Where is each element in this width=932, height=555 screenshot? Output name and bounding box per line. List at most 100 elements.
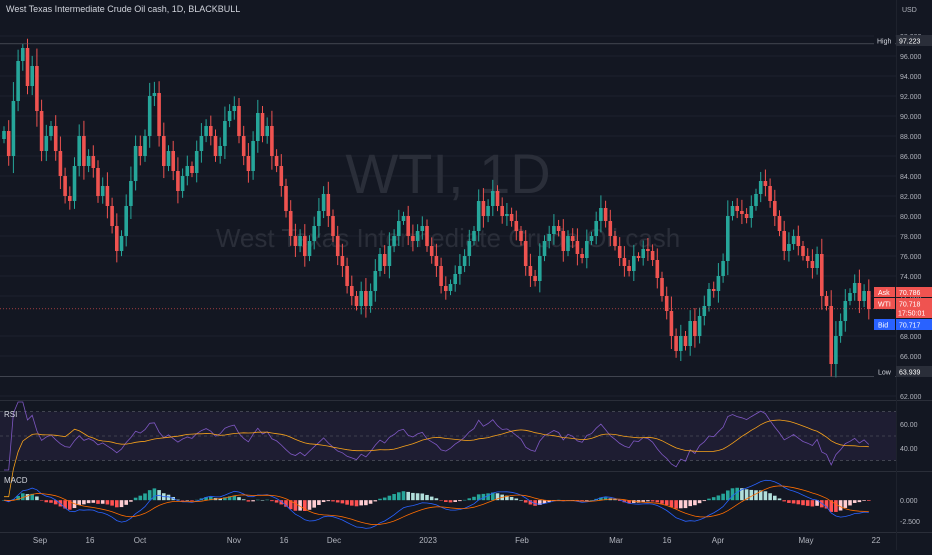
macd-pane[interactable]	[2, 479, 871, 529]
candle	[204, 119, 208, 143]
candle	[397, 209, 401, 247]
candle	[519, 226, 523, 246]
candle	[16, 49, 20, 112]
candle-body	[636, 256, 641, 258]
macd-histogram-bar	[190, 500, 194, 501]
candle-body	[679, 336, 683, 351]
macd-histogram-bar	[787, 500, 791, 503]
candle	[815, 246, 819, 275]
candle-body	[199, 136, 204, 151]
macd-histogram-bar	[82, 500, 86, 505]
candle	[251, 131, 255, 180]
candle	[260, 106, 265, 143]
macd-histogram-bar	[44, 500, 49, 503]
macd-histogram-bar	[481, 493, 486, 501]
macd-histogram-bar	[115, 500, 119, 508]
macd-histogram-bar	[335, 500, 340, 503]
macd-histogram-bar	[679, 500, 683, 509]
candle-body	[350, 286, 354, 296]
candle-body	[364, 291, 368, 306]
time-tick-label: May	[798, 536, 813, 545]
candle	[213, 129, 218, 162]
candle	[533, 269, 537, 287]
high-badge-label: High	[877, 39, 892, 46]
candle-body	[570, 236, 575, 241]
candle	[852, 274, 857, 301]
candle-body	[500, 206, 504, 216]
candle	[570, 228, 575, 249]
candle	[730, 201, 735, 221]
candle-body	[53, 126, 58, 151]
candles[interactable]	[2, 38, 871, 378]
macd-histogram-bar	[326, 500, 331, 502]
time-axis[interactable]: Sep 16 Oct Nov 16 Dec 2023 Feb Mar 16 Apr May 22	[33, 536, 881, 545]
macd-histogram-bar	[491, 492, 495, 501]
candle-body	[669, 311, 674, 336]
candle-body	[575, 241, 580, 254]
macd-histogram-bar	[655, 500, 660, 503]
candle	[49, 121, 53, 141]
candle-body	[91, 156, 96, 168]
macd-histogram-bar	[664, 500, 669, 506]
rsi-tick-label: 60.00	[900, 422, 918, 429]
macd-histogram-bar	[298, 500, 302, 511]
candle	[617, 237, 622, 267]
price-axis[interactable]: USD 98.00096.00094.00092.00090.00088.000…	[900, 7, 922, 526]
candle-body	[265, 126, 269, 136]
macd-histogram-bar	[796, 500, 801, 505]
candle	[448, 279, 453, 296]
macd-histogram-bar	[373, 500, 378, 502]
macd-histogram-bar	[345, 500, 349, 505]
candle-body	[152, 93, 157, 96]
candle-body	[664, 296, 669, 311]
macd-histogram-bar	[726, 490, 730, 501]
macd-histogram-bar	[147, 490, 152, 501]
candle-body	[133, 146, 138, 181]
macd-histogram-bar	[303, 500, 307, 511]
macd-histogram-bar	[838, 500, 843, 511]
macd-histogram-bar	[434, 498, 439, 501]
candle-body	[505, 214, 509, 216]
candle-body	[138, 146, 143, 156]
candle	[241, 125, 246, 166]
candle	[594, 211, 598, 245]
macd-signal-line	[3, 485, 869, 526]
time-tick-label: 2023	[419, 536, 437, 545]
candle	[279, 154, 284, 197]
macd-histogram-bar	[632, 500, 636, 503]
macd-histogram-bar	[674, 500, 678, 509]
macd-histogram-bar	[237, 497, 241, 501]
candle-body	[867, 291, 871, 309]
macd-histogram-bar	[749, 489, 754, 501]
candle-body	[251, 141, 255, 171]
candle-body	[326, 194, 331, 216]
watermark-name: West Texas Intermediate Crude Oil cash	[216, 223, 680, 253]
rsi-pane[interactable]	[0, 401, 896, 498]
candle-body	[420, 226, 425, 231]
candle	[462, 249, 467, 273]
candle-body	[157, 93, 161, 136]
rsi-tick-label: 40.00	[900, 446, 918, 453]
macd-histogram-bar	[650, 500, 655, 502]
macd-histogram-bar	[176, 499, 180, 501]
candle	[439, 257, 443, 294]
candle-body	[768, 186, 772, 201]
candle	[44, 124, 49, 162]
candle	[547, 225, 551, 249]
candle	[486, 199, 490, 223]
watermark: WTI, 1D West Texas Intermediate Crude Oi…	[216, 142, 680, 253]
candle	[91, 145, 96, 178]
macd-histogram-bar	[439, 500, 443, 501]
candle-body	[331, 216, 335, 236]
macd-histogram-bar	[660, 500, 664, 504]
candle-body	[848, 293, 852, 301]
candle-body	[613, 236, 617, 246]
candle	[679, 324, 683, 362]
candle-body	[838, 321, 843, 336]
candle	[340, 243, 345, 277]
time-tick-label: 16	[86, 536, 95, 545]
candle	[622, 246, 627, 277]
macd-histogram-bar	[829, 500, 833, 512]
